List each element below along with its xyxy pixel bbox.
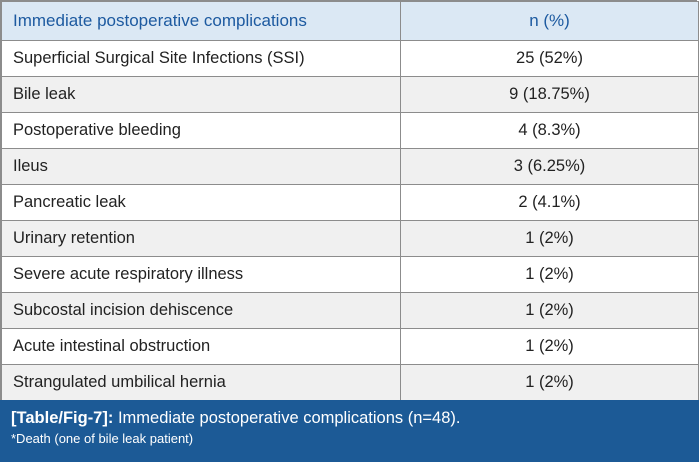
count-cell: 4 (8.3%) [400,112,699,149]
complication-cell: Subcostal incision dehiscence [1,292,401,329]
table-row: Severe acute respiratory illness 1 (2%) [1,256,699,293]
complication-cell: Postoperative bleeding [1,112,401,149]
count-cell: 1 (2%) [400,220,699,257]
complications-table: Immediate postoperative complications n … [0,0,699,401]
count-cell: 1 (2%) [400,256,699,293]
complication-cell: Pancreatic leak [1,184,401,221]
caption-footnote: *Death (one of bile leak patient) [11,431,194,446]
column-header-complication: Immediate postoperative complications [1,1,401,41]
complication-cell: Severe acute respiratory illness [1,256,401,293]
count-cell: 25 (52%) [400,40,699,77]
table-row: Bile leak 9 (18.75%) [1,76,699,113]
count-cell: 1 (2%) [400,292,699,329]
caption-text: Immediate postoperative complications (n… [113,409,461,427]
complication-cell: Strangulated umbilical hernia [1,364,401,401]
table-row: Postoperative bleeding 4 (8.3%) [1,112,699,149]
header-row: Immediate postoperative complications n … [1,1,699,41]
table-row: Pancreatic leak 2 (4.1%) [1,184,699,221]
complication-cell: Bile leak [1,76,401,113]
caption-label: [Table/Fig-7]: [11,409,114,427]
count-cell: 1 (2%) [400,364,699,401]
table-row: Subcostal incision dehiscence 1 (2%) [1,292,699,329]
count-cell: 3 (6.25%) [400,148,699,185]
column-header-count: n (%) [400,1,699,41]
count-cell: 2 (4.1%) [400,184,699,221]
table-caption: [Table/Fig-7]: Immediate postoperative c… [0,400,699,462]
complication-cell: Urinary retention [1,220,401,257]
table-row: Urinary retention 1 (2%) [1,220,699,257]
complication-cell: Ileus [1,148,401,185]
count-cell: 9 (18.75%) [400,76,699,113]
caption-title: [Table/Fig-7]: Immediate postoperative c… [11,407,699,429]
complication-cell: Superficial Surgical Site Infections (SS… [1,40,401,77]
table-row: Strangulated umbilical hernia 1 (2%) [1,364,699,401]
complication-cell: Acute intestinal obstruction [1,328,401,365]
table-row: Acute intestinal obstruction 1 (2%) [1,328,699,365]
table-row: Ileus 3 (6.25%) [1,148,699,185]
table-row: Superficial Surgical Site Infections (SS… [1,40,699,77]
data-table: Immediate postoperative complications n … [1,1,699,401]
count-cell: 1 (2%) [400,328,699,365]
